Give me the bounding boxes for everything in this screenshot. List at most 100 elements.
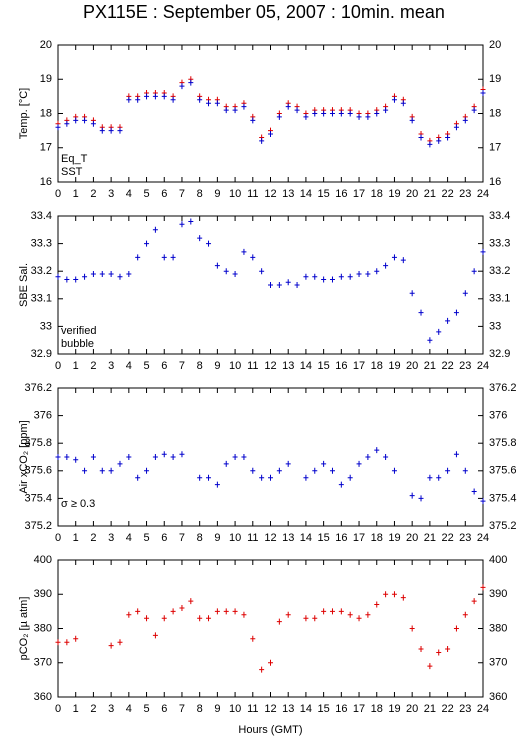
x-tick-label: 3 bbox=[108, 360, 114, 372]
data-point bbox=[338, 273, 344, 280]
x-tick-label: 8 bbox=[197, 360, 203, 372]
data-point bbox=[391, 467, 397, 474]
y-tick-label: 375.8 bbox=[24, 437, 52, 449]
x-tick-label: 13 bbox=[282, 360, 294, 372]
data-point bbox=[391, 591, 397, 598]
x-tick-label: 14 bbox=[300, 360, 312, 372]
data-point bbox=[55, 454, 61, 460]
data-point bbox=[329, 467, 335, 474]
x-tick-label: 23 bbox=[459, 532, 471, 544]
data-point bbox=[427, 474, 433, 481]
x-tick-label: 19 bbox=[388, 360, 400, 372]
data-point bbox=[480, 89, 486, 96]
data-point bbox=[445, 467, 451, 474]
y-tick-label: 375.6 bbox=[24, 465, 52, 477]
x-tick-label: 20 bbox=[406, 532, 418, 544]
data-point bbox=[82, 273, 88, 280]
y-tick-label: 390 bbox=[34, 588, 52, 600]
y-tick-label: 19 bbox=[489, 73, 501, 85]
data-point bbox=[223, 268, 229, 275]
data-point bbox=[64, 276, 70, 283]
data-point bbox=[356, 615, 362, 622]
x-tick-label: 5 bbox=[143, 360, 149, 372]
data-point bbox=[294, 282, 300, 288]
x-tick-label: 11 bbox=[247, 532, 258, 544]
y-tick-label: 375.2 bbox=[489, 520, 517, 532]
x-tick-label: 8 bbox=[197, 703, 203, 715]
data-point bbox=[179, 451, 185, 458]
data-point bbox=[90, 270, 96, 277]
plot-frame bbox=[57, 559, 484, 698]
data-point bbox=[161, 93, 167, 100]
data-point bbox=[223, 107, 229, 114]
data-point bbox=[232, 270, 238, 277]
data-point bbox=[232, 454, 238, 460]
x-tick-label: 11 bbox=[247, 188, 258, 200]
data-point bbox=[232, 608, 238, 615]
data-point bbox=[427, 141, 433, 148]
data-point bbox=[409, 492, 415, 499]
data-point bbox=[453, 451, 459, 458]
data-point bbox=[303, 474, 309, 481]
x-tick-label: 24 bbox=[477, 703, 489, 715]
y-tick-label: 380 bbox=[34, 622, 52, 634]
data-point bbox=[90, 120, 96, 127]
data-point bbox=[117, 273, 123, 280]
x-tick-label: 19 bbox=[388, 188, 400, 200]
x-tick-label: 4 bbox=[126, 360, 132, 372]
x-tick-label: 7 bbox=[179, 188, 185, 200]
data-point bbox=[73, 456, 79, 463]
data-point bbox=[241, 454, 247, 460]
y-tick-label: 375.2 bbox=[24, 520, 52, 532]
data-point bbox=[436, 474, 442, 481]
x-tick-label: 10 bbox=[229, 532, 241, 544]
data-point bbox=[206, 615, 212, 622]
x-tick-label: 2 bbox=[90, 703, 96, 715]
data-point bbox=[418, 646, 424, 653]
y-tick-label: 33.1 bbox=[31, 293, 52, 305]
x-tick-label: 19 bbox=[388, 703, 400, 715]
data-point bbox=[90, 454, 96, 460]
x-tick-label: 17 bbox=[353, 532, 365, 544]
data-point bbox=[418, 495, 424, 502]
data-point bbox=[259, 137, 265, 144]
data-point bbox=[250, 254, 256, 261]
x-tick-label: 22 bbox=[441, 703, 453, 715]
x-tick-label: 20 bbox=[406, 360, 418, 372]
x-tick-label: 21 bbox=[424, 360, 436, 372]
data-point bbox=[471, 107, 477, 114]
data-point bbox=[356, 113, 362, 120]
data-point bbox=[383, 262, 389, 269]
data-point bbox=[135, 608, 141, 615]
legend-label: SST bbox=[61, 166, 83, 178]
x-tick-label: 12 bbox=[264, 703, 276, 715]
y-tick-label: 17 bbox=[40, 142, 52, 154]
data-point bbox=[391, 96, 397, 103]
x-tick-label: 22 bbox=[441, 532, 453, 544]
y-tick-label: 33.4 bbox=[489, 210, 510, 222]
data-point bbox=[471, 598, 477, 605]
data-point bbox=[462, 117, 468, 124]
x-tick-label: 18 bbox=[371, 532, 383, 544]
y-tick-label: 32.9 bbox=[489, 348, 510, 360]
x-tick-label: 0 bbox=[55, 703, 61, 715]
x-axis-label: Hours (GMT) bbox=[238, 724, 302, 736]
data-point bbox=[73, 276, 79, 283]
x-tick-label: 9 bbox=[214, 188, 220, 200]
data-point bbox=[480, 248, 486, 255]
data-point bbox=[197, 615, 203, 622]
data-point bbox=[179, 221, 185, 228]
x-tick-label: 19 bbox=[388, 532, 400, 544]
data-point bbox=[170, 254, 176, 261]
x-tick-label: 23 bbox=[459, 703, 471, 715]
data-point bbox=[170, 96, 176, 103]
data-point bbox=[312, 467, 318, 474]
x-tick-label: 0 bbox=[55, 188, 61, 200]
data-point bbox=[144, 240, 150, 247]
data-point bbox=[418, 309, 424, 316]
data-point bbox=[453, 124, 459, 131]
data-point bbox=[409, 117, 415, 124]
data-point bbox=[347, 273, 353, 280]
y-axis-label: Temp. [°C] bbox=[18, 88, 30, 139]
